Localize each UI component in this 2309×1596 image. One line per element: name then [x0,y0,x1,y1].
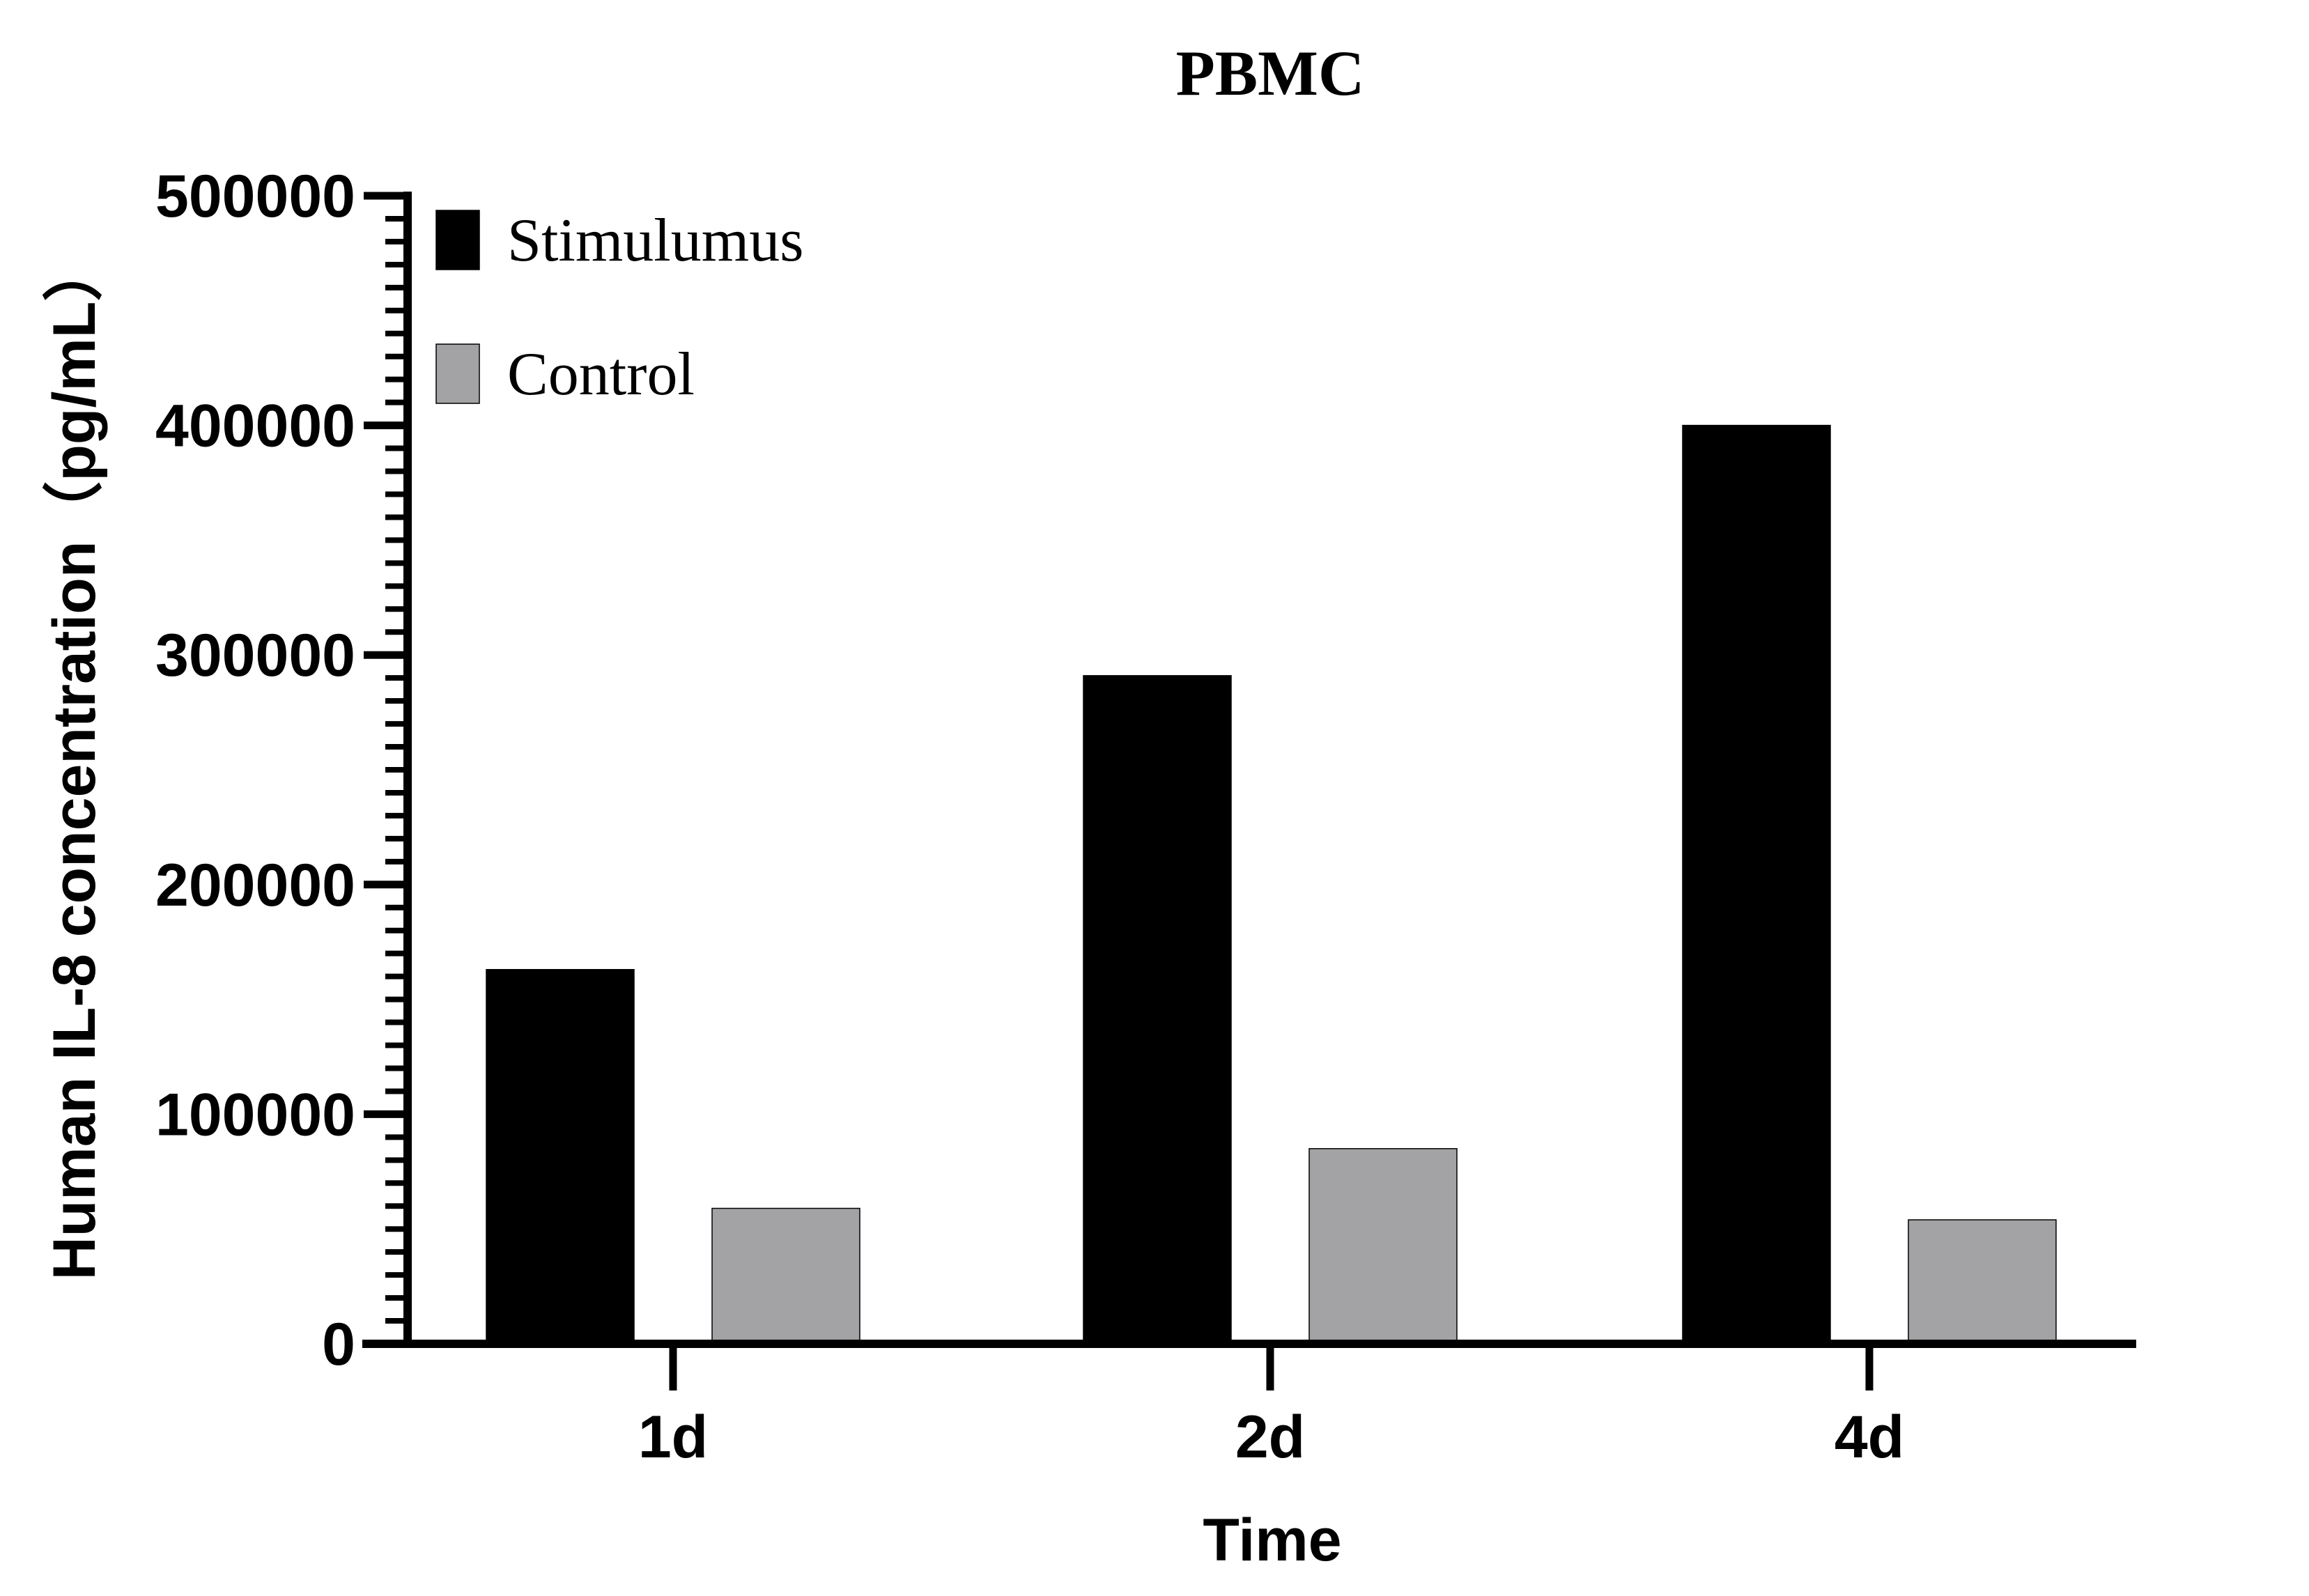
x-axis-title: Time [1203,1507,1341,1574]
y-tick-label: 500000 [155,163,355,230]
ticks-group: 0 100000 200000 300000 400000 500000 1d 2d 4d [155,163,1904,1471]
bar-control-4d [1908,1219,2057,1345]
y-tick-label: 200000 [155,852,355,919]
x-tick-label-1d: 1d [638,1404,708,1471]
y-tick-label: 0 [322,1311,355,1378]
legend-label-stimulumus: Stimulumus [507,207,803,274]
bar-stimulumus-1d [486,969,635,1345]
chart-title: PBMC [1176,38,1365,109]
legend-swatch-control [435,343,480,404]
legend-swatch-stimulumus [435,210,480,270]
y-tick-label: 400000 [155,393,355,460]
bar-stimulumus-4d [1682,424,1831,1345]
y-tick-label: 300000 [155,622,355,689]
bars-group [486,424,2057,1345]
legend-label-control: Control [507,341,695,408]
bar-control-1d [711,1207,860,1345]
x-tick-label-2d: 2d [1235,1404,1305,1471]
y-tick-label: 100000 [155,1081,355,1148]
x-tick-label-4d: 4d [1835,1404,1904,1471]
legend: Stimulumus Control [435,207,803,408]
bar-control-2d [1308,1148,1458,1345]
bar-stimulumus-2d [1083,675,1232,1345]
y-axis-title: Human IL-8 concentration（pg/mL） [41,242,108,1280]
